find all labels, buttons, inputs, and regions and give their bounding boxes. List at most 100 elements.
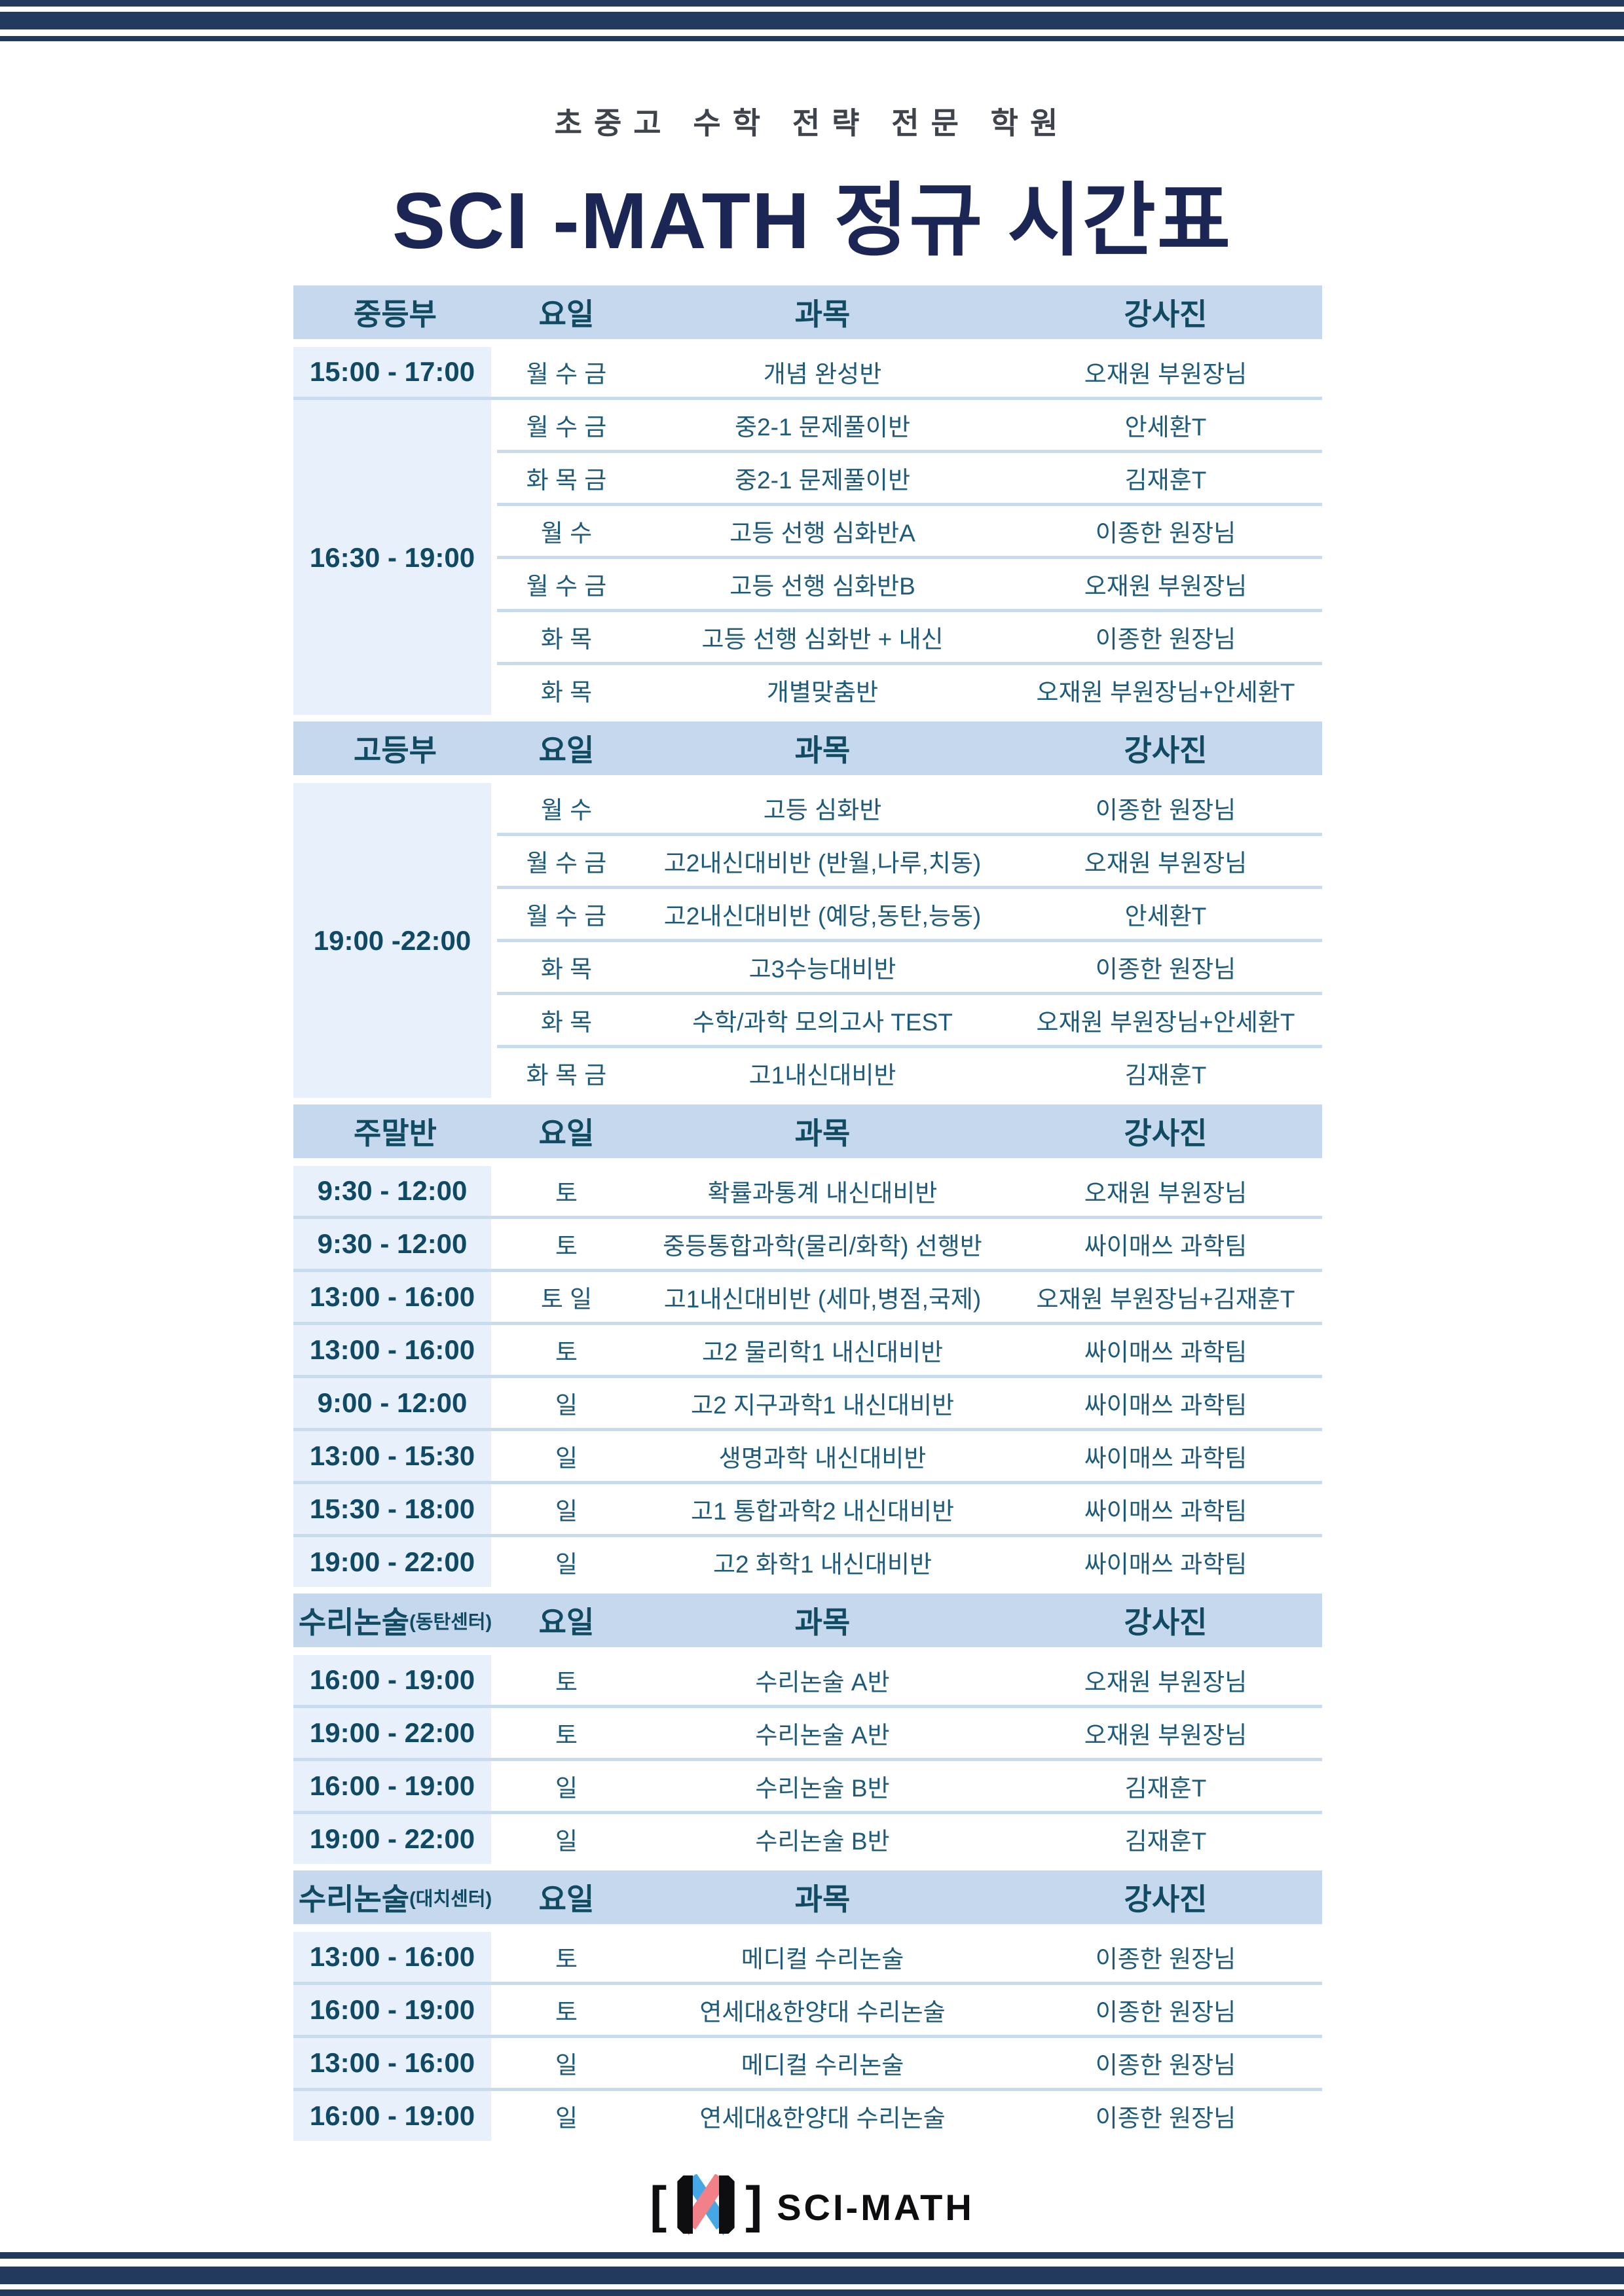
bottom-border-stripe-thin (0, 2252, 1624, 2259)
teacher-cell: 싸이매쓰 과학팀 (1084, 1445, 1247, 1472)
teacher-cell: 이종한 원장님 (1095, 2052, 1236, 2079)
day-cell: 화 목 금 (526, 467, 607, 494)
teacher-cell: 김재훈T (1124, 1062, 1207, 1089)
subject-cell: 메디컬 수리논술 (741, 1946, 904, 1973)
teacher-cell: 오재원 부원장님 (1084, 573, 1247, 600)
class-row: 토 일 고1내신대비반 (세마,병점,국제) 오재원 부원장님+김재훈T (497, 1272, 1322, 1322)
column-header-day: 요일 (538, 1116, 595, 1150)
top-border-stripe-thin (0, 0, 1624, 7)
time-group: 15:00 - 17:00 월 수 금 개념 완성반 오재원 부원장님 (293, 347, 1322, 397)
time-range-cell: 13:00 - 16:00 (293, 1932, 491, 1982)
teacher-cell: 이종한 원장님 (1095, 1999, 1236, 2026)
class-row: 월 수 금 고2내신대비반 (반월,나루,치동) 오재원 부원장님 (497, 833, 1322, 886)
day-cell: 화 목 금 (526, 1062, 607, 1089)
class-row: 토 중등통합과학(물리/화학) 선행반 싸이매쓰 과학팀 (497, 1219, 1322, 1269)
column-header-day: 요일 (538, 297, 595, 331)
class-row: 월 수 금 고2내신대비반 (예당,동탄,능동) 안세환T (497, 886, 1322, 939)
day-cell: 화 목 (540, 626, 593, 653)
timetable-section: 수리논술 (대치센터) 요일 과목 강사진 13:00 - 16:00 토 메디컬… (293, 1870, 1322, 2141)
subject-cell: 메디컬 수리논술 (741, 2052, 904, 2079)
day-cell: 토 (555, 1999, 578, 2026)
subject-cell: 고2 화학1 내신대비반 (712, 1551, 932, 1578)
teacher-cell: 오재원 부원장님 (1084, 1722, 1247, 1749)
timetable: 중등부 요일 과목 강사진 15:00 - 17:00 월 수 금 개념 완성반… (293, 285, 1322, 2141)
teacher-cell: 싸이매쓰 과학팀 (1084, 1392, 1247, 1419)
teacher-cell: 오재원 부원장님 (1084, 361, 1247, 388)
top-border-stripe-bottom (0, 36, 1624, 41)
day-cell: 화 목 (540, 956, 593, 983)
day-cell: 월 수 금 (526, 850, 607, 877)
time-group: 16:30 - 19:00 월 수 금 중2-1 문제풀이반 안세환T 화 목 … (293, 397, 1322, 715)
day-cell: 일 (555, 1828, 578, 1855)
class-row: 월 수 금 중2-1 문제풀이반 안세환T (497, 400, 1322, 450)
teacher-cell: 오재원 부원장님 (1084, 850, 1247, 877)
subject-cell: 개념 완성반 (763, 361, 882, 388)
time-range-cell: 19:00 - 22:00 (293, 1708, 491, 1758)
column-header-subject: 과목 (794, 1116, 851, 1150)
class-row: 화 목 고등 선행 심화반 + 내신 이종한 원장님 (497, 609, 1322, 662)
teacher-cell: 김재훈T (1124, 467, 1207, 494)
class-row: 화 목 개별맞춤반 오재원 부원장님+안세환T (497, 662, 1322, 715)
teacher-cell: 싸이매쓰 과학팀 (1084, 1498, 1247, 1525)
logo-bracket-right: ] (745, 2176, 763, 2233)
section-name: 고등부 (354, 733, 437, 767)
time-range-cell: 9:30 - 12:00 (293, 1219, 491, 1269)
timetable-section: 주말반 요일 과목 강사진 9:30 - 12:00 토 확률과통계 내신대비반… (293, 1104, 1322, 1587)
subject-cell: 수리논술 B반 (755, 1828, 890, 1855)
teacher-cell: 싸이매쓰 과학팀 (1084, 1339, 1247, 1366)
class-row: 월 수 금 고등 선행 심화반B 오재원 부원장님 (497, 556, 1322, 609)
subject-cell: 개별맞춤반 (766, 679, 879, 706)
class-row: 일 수리논술 B반 김재훈T (497, 1761, 1322, 1811)
teacher-cell: 이종한 원장님 (1095, 2105, 1236, 2132)
time-group: 16:00 - 19:00 토 연세대&한양대 수리논술 이종한 원장님 (293, 1982, 1322, 2035)
class-row: 월 수 금 개념 완성반 오재원 부원장님 (497, 347, 1322, 397)
logo-text: SCI-MATH (777, 2186, 974, 2228)
time-range-cell: 16:00 - 19:00 (293, 2091, 491, 2141)
day-cell: 일 (555, 1551, 578, 1578)
class-row: 화 목 고3수능대비반 이종한 원장님 (497, 939, 1322, 992)
column-header-teacher: 강사진 (1124, 1605, 1208, 1639)
column-header-teacher: 강사진 (1124, 733, 1208, 767)
subject-cell: 고1내신대비반 (748, 1062, 896, 1089)
day-cell: 일 (555, 1498, 578, 1525)
time-range-cell: 19:00 - 22:00 (293, 1537, 491, 1587)
page-title: SCI -MATH 정규 시간표 (392, 176, 1232, 265)
teacher-cell: 오재원 부원장님 (1084, 1669, 1247, 1696)
bottom-border-stripe-thick (0, 2267, 1624, 2284)
subject-cell: 생명과학 내신대비반 (718, 1445, 927, 1472)
section-header-row: 고등부 요일 과목 강사진 (293, 721, 1322, 775)
time-range-cell: 16:30 - 19:00 (293, 400, 491, 715)
time-range-cell: 16:00 - 19:00 (293, 1761, 491, 1811)
timetable-section: 수리논술 (동탄센터) 요일 과목 강사진 16:00 - 19:00 토 수리논… (293, 1594, 1322, 1864)
logo-bracket-left: [ (650, 2176, 667, 2233)
top-border-stripe-thick (0, 12, 1624, 29)
time-range-cell: 13:00 - 16:00 (293, 2038, 491, 2088)
section-header-row: 수리논술 (동탄센터) 요일 과목 강사진 (293, 1594, 1322, 1647)
class-row: 화 목 금 고1내신대비반 김재훈T (497, 1045, 1322, 1098)
time-range-cell: 15:30 - 18:00 (293, 1484, 491, 1534)
subject-cell: 고2 물리학1 내신대비반 (701, 1339, 944, 1366)
day-cell: 월 수 금 (526, 573, 607, 600)
teacher-cell: 김재훈T (1124, 1775, 1207, 1802)
timetable-section: 고등부 요일 과목 강사진 19:00 -22:00 월 수 고등 심화반 이종… (293, 721, 1322, 1098)
column-header-subject: 과목 (794, 297, 851, 331)
teacher-cell: 싸이매쓰 과학팀 (1084, 1233, 1247, 1260)
subject-cell: 고등 선행 심화반 + 내신 (701, 626, 944, 653)
teacher-cell: 오재원 부원장님+안세환T (1036, 1009, 1295, 1036)
class-row: 토 확률과통계 내신대비반 오재원 부원장님 (497, 1166, 1322, 1216)
subject-cell: 확률과통계 내신대비반 (707, 1180, 938, 1207)
sci-math-x-logo-icon (677, 2174, 735, 2236)
day-cell: 일 (555, 1775, 578, 1802)
time-range-cell: 9:00 - 12:00 (293, 1378, 491, 1428)
day-cell: 월 수 (540, 797, 593, 824)
class-row: 월 수 고등 선행 심화반A 이종한 원장님 (497, 503, 1322, 556)
time-group: 15:30 - 18:00 일 고1 통합과학2 내신대비반 싸이매쓰 과학팀 (293, 1481, 1322, 1534)
section-header-row: 중등부 요일 과목 강사진 (293, 285, 1322, 339)
subject-cell: 고등 선행 심화반A (729, 520, 915, 547)
class-row: 일 생명과학 내신대비반 싸이매쓰 과학팀 (497, 1431, 1322, 1481)
time-group: 16:00 - 19:00 토 수리논술 A반 오재원 부원장님 (293, 1655, 1322, 1705)
class-row: 일 고2 지구과학1 내신대비반 싸이매쓰 과학팀 (497, 1378, 1322, 1428)
teacher-cell: 싸이매쓰 과학팀 (1084, 1551, 1247, 1578)
subject-cell: 고등 선행 심화반B (729, 573, 915, 600)
